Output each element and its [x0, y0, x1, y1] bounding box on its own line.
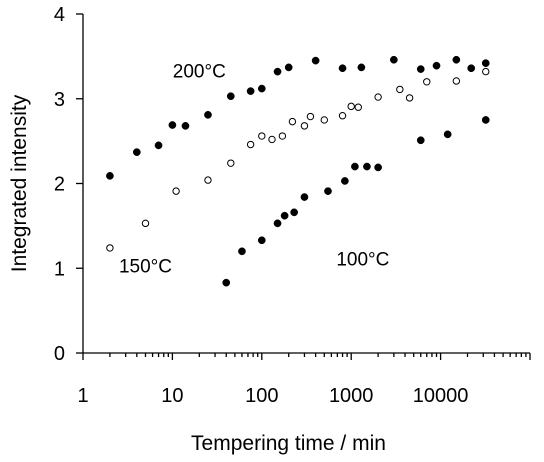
data-point — [467, 64, 476, 73]
data-point — [106, 244, 114, 252]
y-tick-label: 0 — [54, 343, 65, 365]
data-point — [246, 140, 255, 149]
data-point — [222, 278, 231, 287]
data-point — [132, 148, 141, 156]
data-point — [390, 55, 398, 64]
x-tick-label: 1 — [77, 385, 88, 407]
data-point — [338, 64, 347, 73]
data-point — [226, 92, 235, 101]
series-150°C — [106, 67, 490, 252]
data-point — [141, 219, 150, 228]
data-point — [288, 117, 297, 126]
x-tick-label: 1000 — [329, 385, 374, 407]
data-point — [432, 61, 441, 70]
data-point — [257, 84, 266, 93]
data-point — [357, 63, 366, 72]
data-point — [347, 102, 355, 111]
data-point — [324, 187, 332, 195]
data-point — [246, 87, 255, 95]
data-point — [354, 103, 362, 111]
data-point — [181, 122, 190, 130]
x-tick-label: 10000 — [413, 385, 469, 407]
data-point — [405, 94, 414, 102]
y-tick-label: 4 — [54, 4, 65, 26]
data-point — [363, 162, 371, 171]
axes — [82, 14, 530, 354]
data-point — [273, 219, 282, 228]
data-point — [320, 116, 328, 124]
data-point — [106, 172, 114, 180]
annotations: 200°C 150°C 100°C — [119, 62, 389, 278]
data-point — [416, 65, 425, 73]
data-point — [154, 141, 163, 150]
x-tick-label: 10 — [161, 385, 183, 407]
x-axis-title: Tempering time / min — [191, 432, 386, 455]
data-point — [168, 121, 177, 129]
x-tick-label: 100 — [245, 385, 278, 407]
data-point — [258, 132, 266, 140]
data-point — [290, 208, 298, 217]
data-point — [481, 116, 490, 124]
data-point — [341, 177, 349, 185]
data-point — [227, 159, 235, 167]
data-point — [374, 93, 382, 101]
data-point — [481, 59, 490, 68]
y-ticks: 0 1 2 3 4 — [54, 4, 83, 365]
data-point — [273, 67, 282, 76]
y-axis-title: Integrated intensity — [8, 94, 31, 272]
data-point — [452, 55, 461, 64]
data-point — [306, 112, 315, 121]
data-point — [300, 122, 309, 130]
data-point — [280, 211, 289, 220]
data-point — [257, 236, 266, 245]
data-point — [351, 162, 359, 171]
data-point — [204, 176, 212, 184]
data-point — [238, 247, 246, 256]
data-point — [443, 130, 452, 139]
series-100°C — [222, 116, 490, 287]
data-points — [106, 55, 490, 287]
series-annotation: 150°C — [119, 256, 172, 277]
y-tick-label: 3 — [54, 89, 65, 111]
data-point — [374, 163, 382, 172]
x-ticks: 1 10 100 1000 10000 — [77, 353, 531, 407]
data-point — [268, 135, 276, 144]
series-annotation: 200°C — [173, 62, 226, 83]
y-tick-label: 1 — [54, 258, 65, 280]
data-point — [311, 56, 320, 65]
data-point — [204, 111, 212, 119]
data-point — [278, 132, 287, 140]
data-point — [482, 67, 490, 76]
data-point — [423, 78, 431, 86]
data-point — [300, 193, 309, 201]
data-point — [172, 187, 180, 195]
y-tick-label: 2 — [54, 174, 65, 196]
series-annotation: 100°C — [336, 250, 389, 271]
data-point — [284, 63, 293, 72]
data-point — [416, 136, 425, 145]
series-200°C — [106, 55, 490, 180]
data-point — [452, 77, 461, 85]
data-point — [396, 85, 404, 94]
data-point — [338, 112, 347, 120]
